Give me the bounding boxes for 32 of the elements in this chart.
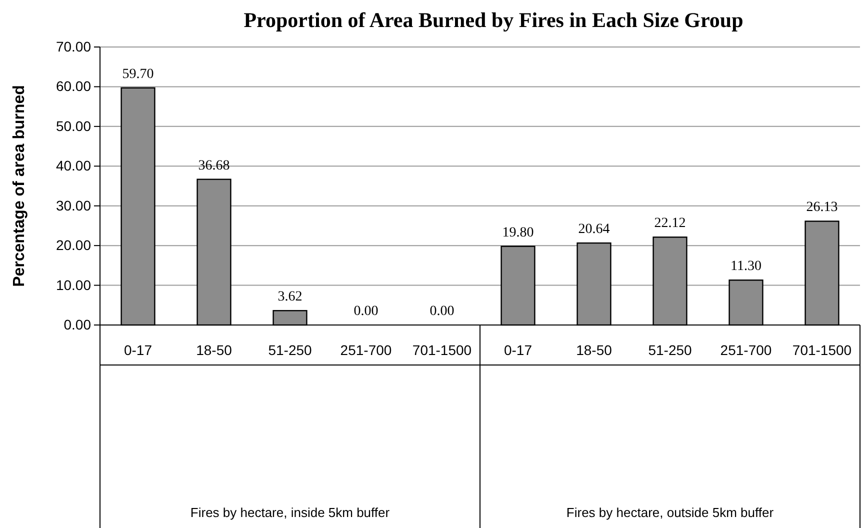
x-tick-label: 0-17 bbox=[124, 342, 152, 358]
data-label: 59.70 bbox=[122, 66, 154, 82]
data-label: 3.62 bbox=[278, 290, 302, 305]
y-tick-label: 20.00 bbox=[56, 237, 92, 254]
x-tick-label: 701-1500 bbox=[792, 342, 852, 358]
data-label: 0.00 bbox=[430, 304, 454, 319]
y-axis-title: Percentage of area burned bbox=[11, 85, 28, 287]
y-tick-label: 0.00 bbox=[64, 316, 92, 332]
data-label: 36.68 bbox=[198, 158, 230, 174]
text: Fires by hectare, inside 5km buffer bbox=[190, 505, 390, 520]
x-tick-label: 251-700 bbox=[720, 342, 772, 358]
x-tick-label: 251-700 bbox=[340, 342, 392, 358]
text: Fires by hectare, outside 5km buffer bbox=[566, 505, 774, 520]
y-tick-label: 60.00 bbox=[56, 78, 92, 94]
data-label: 19.80 bbox=[502, 225, 534, 240]
x-tick-label: 51-250 bbox=[268, 342, 312, 358]
y-tick-label: 40.00 bbox=[56, 158, 92, 174]
data-label: 11.30 bbox=[730, 259, 762, 274]
y-tick-label: 50.00 bbox=[56, 118, 92, 134]
x-tick-label: 0-17 bbox=[504, 342, 532, 358]
x-tick-label: 18-50 bbox=[576, 342, 612, 358]
y-tick-label: 30.00 bbox=[56, 197, 92, 214]
x-tick-label: 51-250 bbox=[648, 342, 692, 358]
y-tick-label: 70.00 bbox=[56, 38, 92, 54]
data-label: 0.00 bbox=[354, 304, 378, 319]
x-tick-label: 701-1500 bbox=[412, 342, 472, 358]
y-tick-label: 10.00 bbox=[56, 276, 92, 293]
data-label: 22.12 bbox=[654, 216, 686, 232]
chart-title: Proportion of Area Burned by Fires in Each Size Group bbox=[244, 8, 744, 32]
data-label: 26.13 bbox=[806, 200, 838, 216]
x-tick-label: 18-50 bbox=[196, 342, 232, 358]
data-label: 20.64 bbox=[578, 222, 610, 238]
